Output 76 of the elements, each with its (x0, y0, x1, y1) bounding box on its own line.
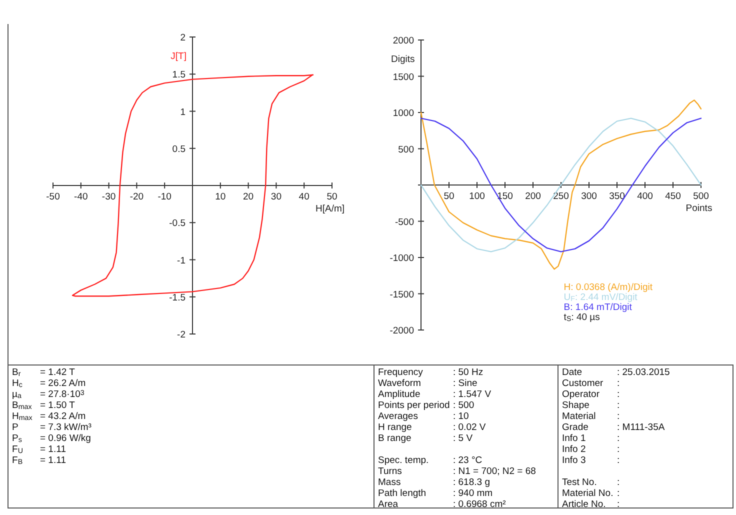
y-tick-label: 1.5 (172, 70, 186, 81)
text: Shape : (562, 400, 620, 411)
text: Waveform : Sine (378, 378, 478, 389)
text: Path length : 940 mm (378, 488, 493, 499)
text: H$_{max}$ = 43.2 A/m (12, 411, 86, 422)
x-tick-label: -20 (130, 192, 144, 202)
x-tick-label: 40 (298, 192, 310, 202)
y-tick-label: 2 (180, 32, 186, 44)
y-tick-label: -1000 (390, 253, 414, 264)
text: B: 1.64 mT/Digit (564, 302, 632, 313)
x-tick-label: 450 (665, 191, 681, 202)
series-label: H: 0.0368 (A/m)/Digit (564, 282, 653, 293)
x-tick-label: 50 (326, 192, 338, 202)
x-tick-label: 100 (469, 191, 485, 202)
y-tick-label: 1000 (392, 108, 414, 119)
text: H range : 0.02 V (378, 422, 486, 433)
text: P$_{s}$ = 0.96 W/kg (12, 433, 91, 444)
text: Date : 25.03.2015 (562, 367, 670, 378)
text: Area : 0.6968 cm² (378, 499, 506, 510)
text: Averages : 10 (378, 411, 469, 422)
x-tick-label: 250 (553, 191, 569, 202)
y-axis-title: Digits (391, 54, 416, 65)
y-tick-label: 2000 (392, 36, 414, 46)
y-tick-label: -1500 (390, 289, 414, 300)
x-tick-label: 50 (444, 191, 454, 202)
x-tick-label: 30 (270, 192, 282, 202)
text: B$_{max}$ = 1.50 T (12, 400, 76, 412)
x-tick-label: -30 (102, 192, 116, 202)
x-tick-label: 20 (243, 192, 254, 202)
text: µ$_{a}$ = 27.8·10$^{3}$ (12, 388, 84, 400)
text: F$_{U}$ = 1.11 (12, 444, 66, 456)
text: Material No. : (562, 488, 620, 499)
text: B$_{r}$ = 1.42 T (12, 367, 75, 378)
text: Info 2 : (562, 444, 620, 455)
text: Mass : 618.3 g (378, 477, 490, 488)
text: Info 1 : (562, 433, 620, 444)
y-axis-title: J[T] (170, 51, 186, 62)
x-tick-label: 10 (215, 192, 226, 202)
text: U$_{F}$: 2.44 mV/Digit (564, 292, 638, 304)
y-tick-label: -2000 (390, 326, 414, 336)
x-tick-label: 500 (693, 191, 709, 202)
y-tick-label: 1500 (392, 72, 414, 83)
text: Info 3 : (562, 455, 620, 466)
text: Operator : (562, 389, 620, 400)
y-tick-label: 0.5 (172, 144, 186, 155)
text: Turns : N1 = 700; N2 = 68 (378, 466, 536, 477)
text: B range : 5 V (378, 433, 473, 444)
text: Frequency : 50 Hz (378, 367, 484, 378)
y-tick-label: -1.5 (169, 292, 186, 304)
x-tick-label: -40 (74, 192, 88, 202)
text: Customer : (562, 378, 620, 389)
x-tick-label: 200 (525, 191, 541, 202)
text: Grade : M111-35A (562, 422, 665, 433)
text: Article No. : (562, 499, 620, 510)
text: Material : (562, 411, 620, 422)
y-tick-label: -0.5 (169, 218, 186, 230)
y-tick-label: 500 (398, 144, 414, 156)
x-axis-title: H[A/m] (315, 204, 345, 214)
text: P = 7.3 kW/m³ (12, 422, 92, 433)
x-tick-label: 300 (581, 191, 597, 202)
text: H$_{c}$ = 26.2 A/m (12, 378, 86, 390)
text: Test No. : (562, 477, 620, 488)
x-tick-label: 350 (609, 191, 625, 202)
annotation: t$_{S}$: 40 µs (564, 312, 600, 324)
y-tick-label: 1 (180, 106, 186, 118)
text: Amplitude : 1.547 V (378, 389, 492, 400)
y-tick-label: -1 (177, 255, 186, 266)
x-tick-label: 400 (637, 191, 653, 202)
x-tick-label: -50 (46, 192, 60, 202)
y-tick-label: -2 (177, 330, 186, 340)
text: Points per period : 500 (378, 400, 474, 411)
y-tick-label: -500 (394, 216, 414, 228)
text: F$_{B}$ = 1.11 (12, 455, 66, 466)
x-axis-title: Points (686, 203, 712, 214)
x-tick-label: -10 (158, 192, 172, 202)
text: Spec. temp. : 23 °C (378, 455, 482, 466)
